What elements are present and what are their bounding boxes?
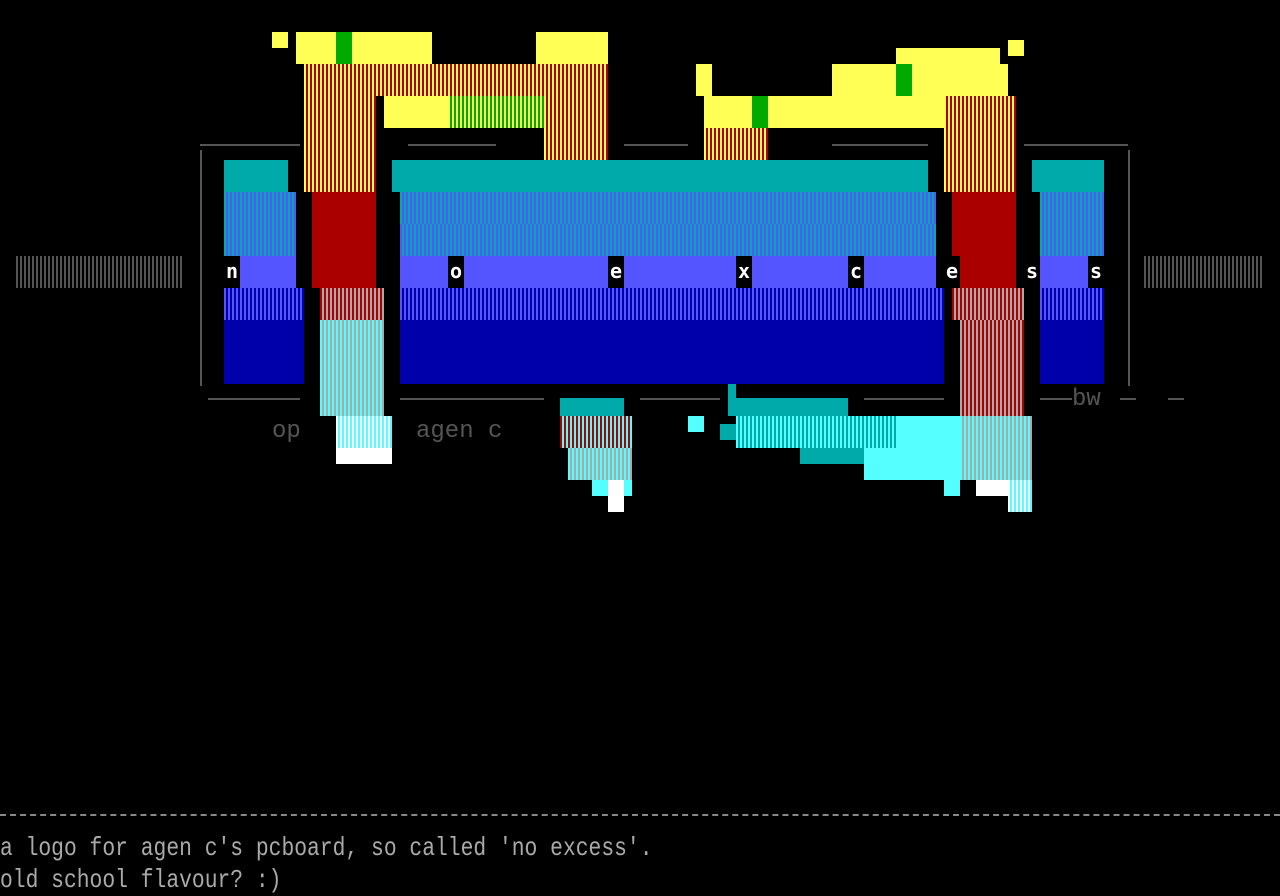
art-block bbox=[696, 64, 712, 96]
artist-signature: bw bbox=[1072, 386, 1101, 413]
art-block bbox=[896, 64, 912, 96]
art-block bbox=[728, 398, 848, 416]
art-block bbox=[952, 288, 1024, 320]
logo-letter: c bbox=[848, 256, 864, 288]
art-block bbox=[16, 256, 184, 288]
art-block bbox=[944, 96, 1016, 192]
art-block bbox=[960, 320, 1024, 416]
logo-letter: n bbox=[224, 256, 240, 288]
art-block bbox=[608, 480, 624, 512]
logo-subtitle-left: op bbox=[272, 418, 301, 445]
art-block bbox=[400, 256, 936, 288]
art-block bbox=[1040, 320, 1104, 384]
art-block bbox=[688, 416, 704, 432]
art-block bbox=[400, 288, 944, 320]
logo-letter: o bbox=[448, 256, 464, 288]
frame-line bbox=[1040, 398, 1072, 400]
logo-letter: e bbox=[608, 256, 624, 288]
description-line-1: a logo for agen c's pcboard, so called '… bbox=[0, 833, 653, 863]
frame-line bbox=[408, 144, 496, 146]
art-block bbox=[1040, 192, 1104, 256]
art-block bbox=[224, 160, 288, 192]
art-block bbox=[536, 32, 608, 64]
art-block bbox=[272, 32, 288, 48]
art-block bbox=[568, 448, 632, 480]
art-block bbox=[1144, 256, 1264, 288]
art-block bbox=[336, 32, 352, 64]
art-block bbox=[544, 64, 608, 160]
logo-subtitle-right: agen c bbox=[416, 418, 503, 445]
art-block bbox=[400, 320, 944, 384]
art-block bbox=[336, 448, 392, 464]
art-block bbox=[704, 128, 768, 160]
art-block bbox=[1008, 40, 1024, 56]
art-block bbox=[1032, 160, 1104, 192]
logo-letter: s bbox=[1088, 256, 1104, 288]
art-block bbox=[320, 288, 384, 320]
frame-line bbox=[200, 144, 300, 146]
art-block bbox=[720, 424, 736, 440]
frame-line bbox=[200, 150, 202, 386]
art-block bbox=[1040, 288, 1104, 320]
art-block bbox=[896, 48, 1000, 64]
art-block bbox=[1008, 480, 1032, 512]
art-block bbox=[320, 320, 384, 416]
art-block bbox=[944, 432, 960, 496]
art-block bbox=[736, 416, 896, 448]
frame-line bbox=[832, 144, 928, 146]
art-block bbox=[224, 320, 304, 384]
art-block bbox=[400, 192, 936, 224]
art-block bbox=[312, 192, 376, 288]
art-block bbox=[448, 96, 544, 128]
description-line-2: old school flavour? :) bbox=[0, 865, 282, 895]
art-block bbox=[704, 96, 944, 128]
art-block bbox=[560, 398, 624, 416]
art-block bbox=[832, 64, 1008, 96]
frame-line bbox=[1024, 144, 1128, 146]
art-block bbox=[952, 192, 1016, 288]
frame-line bbox=[624, 144, 688, 146]
art-block bbox=[960, 416, 1032, 480]
separator-line bbox=[0, 814, 1280, 816]
art-block bbox=[392, 160, 928, 192]
frame-line bbox=[400, 398, 544, 400]
art-block bbox=[304, 64, 544, 96]
art-block bbox=[560, 416, 632, 448]
art-block bbox=[752, 96, 768, 128]
logo-letter: x bbox=[736, 256, 752, 288]
art-block bbox=[800, 448, 864, 464]
art-block bbox=[296, 32, 432, 64]
art-block bbox=[400, 224, 936, 256]
art-block bbox=[304, 96, 376, 192]
art-block bbox=[224, 192, 296, 256]
logo-letter: s bbox=[1024, 256, 1040, 288]
frame-line bbox=[640, 398, 720, 400]
frame-line bbox=[208, 398, 300, 400]
frame-line bbox=[1128, 150, 1130, 386]
frame-line bbox=[1120, 398, 1136, 400]
art-block bbox=[224, 288, 304, 320]
logo-letter: e bbox=[944, 256, 960, 288]
frame-line bbox=[1168, 398, 1184, 400]
frame-line bbox=[864, 398, 944, 400]
